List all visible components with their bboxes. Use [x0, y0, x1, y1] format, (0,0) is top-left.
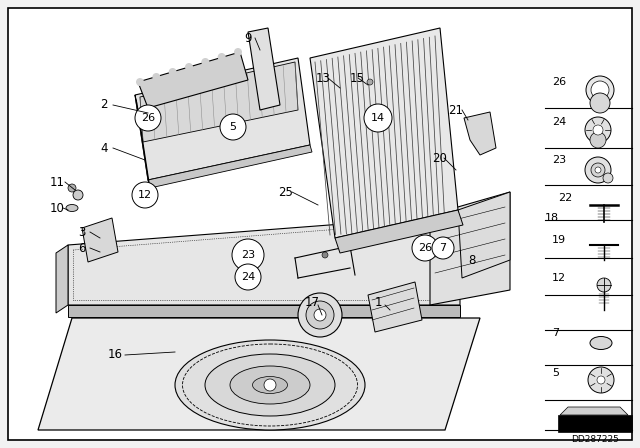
Text: 3: 3 [78, 225, 85, 238]
Text: 16: 16 [108, 349, 123, 362]
Text: 24: 24 [241, 272, 255, 282]
Text: 7: 7 [440, 243, 447, 253]
Circle shape [220, 114, 246, 140]
Polygon shape [310, 28, 458, 238]
Ellipse shape [175, 340, 365, 430]
Polygon shape [82, 218, 118, 262]
Circle shape [333, 217, 337, 223]
Polygon shape [138, 52, 248, 108]
Circle shape [264, 379, 276, 391]
Text: 26: 26 [141, 113, 155, 123]
Polygon shape [68, 305, 460, 317]
Circle shape [597, 376, 605, 384]
Polygon shape [335, 210, 463, 253]
Text: 7: 7 [552, 328, 559, 338]
Circle shape [588, 367, 614, 393]
Polygon shape [68, 215, 460, 305]
Ellipse shape [253, 376, 287, 393]
Circle shape [298, 293, 342, 337]
Text: 1: 1 [375, 296, 383, 309]
Circle shape [585, 157, 611, 183]
Polygon shape [148, 145, 312, 188]
Polygon shape [135, 95, 150, 188]
Circle shape [591, 81, 609, 99]
Ellipse shape [230, 366, 310, 404]
Circle shape [585, 117, 611, 143]
Ellipse shape [205, 354, 335, 416]
Circle shape [367, 79, 373, 85]
Text: 9: 9 [244, 31, 252, 44]
Circle shape [314, 309, 326, 321]
Polygon shape [464, 112, 496, 155]
Circle shape [232, 239, 264, 271]
Ellipse shape [590, 336, 612, 349]
Text: 20: 20 [432, 151, 447, 164]
Circle shape [593, 125, 603, 135]
Circle shape [152, 73, 161, 81]
Text: 15: 15 [350, 72, 365, 85]
Polygon shape [368, 282, 422, 332]
Text: 21: 21 [448, 103, 463, 116]
Text: 23: 23 [241, 250, 255, 260]
Polygon shape [430, 192, 510, 305]
Text: 14: 14 [371, 113, 385, 123]
Text: 18: 18 [545, 213, 559, 223]
Circle shape [202, 58, 209, 66]
Text: 8: 8 [468, 254, 476, 267]
Circle shape [169, 68, 177, 76]
Text: DD287225: DD287225 [571, 435, 619, 444]
Polygon shape [56, 245, 68, 313]
Polygon shape [140, 62, 298, 142]
Circle shape [590, 132, 606, 148]
Circle shape [432, 237, 454, 259]
Text: 17: 17 [305, 296, 320, 309]
Text: 23: 23 [552, 155, 566, 165]
Text: 25: 25 [278, 185, 293, 198]
Circle shape [597, 278, 611, 292]
Text: 13: 13 [316, 72, 331, 85]
Circle shape [68, 184, 76, 192]
Text: 4: 4 [100, 142, 108, 155]
Polygon shape [248, 28, 280, 110]
Polygon shape [558, 415, 632, 432]
Polygon shape [135, 58, 310, 180]
Circle shape [322, 252, 328, 258]
Text: 10: 10 [50, 202, 65, 215]
Circle shape [412, 235, 438, 261]
Circle shape [364, 104, 392, 132]
Circle shape [135, 105, 161, 131]
Circle shape [132, 182, 158, 208]
Circle shape [235, 264, 261, 290]
Polygon shape [560, 407, 628, 415]
Text: 12: 12 [552, 273, 566, 283]
Circle shape [591, 163, 605, 177]
Text: 11: 11 [50, 176, 65, 189]
Circle shape [306, 301, 334, 329]
Polygon shape [38, 318, 480, 430]
Circle shape [590, 93, 610, 113]
Text: 19: 19 [552, 235, 566, 245]
Text: 24: 24 [552, 117, 566, 127]
Circle shape [218, 53, 226, 61]
Text: 5: 5 [552, 368, 559, 378]
Circle shape [136, 78, 144, 86]
Ellipse shape [66, 204, 78, 211]
Circle shape [73, 190, 83, 200]
Circle shape [595, 167, 601, 173]
Circle shape [234, 48, 242, 56]
Text: 26: 26 [418, 243, 432, 253]
Text: 6: 6 [78, 241, 86, 254]
Text: 2: 2 [100, 99, 108, 112]
Polygon shape [458, 192, 510, 278]
Circle shape [586, 76, 614, 104]
Text: 26: 26 [552, 77, 566, 87]
Text: 22: 22 [558, 193, 572, 203]
Circle shape [603, 173, 613, 183]
Text: 12: 12 [138, 190, 152, 200]
Text: 5: 5 [230, 122, 237, 132]
Circle shape [185, 63, 193, 71]
